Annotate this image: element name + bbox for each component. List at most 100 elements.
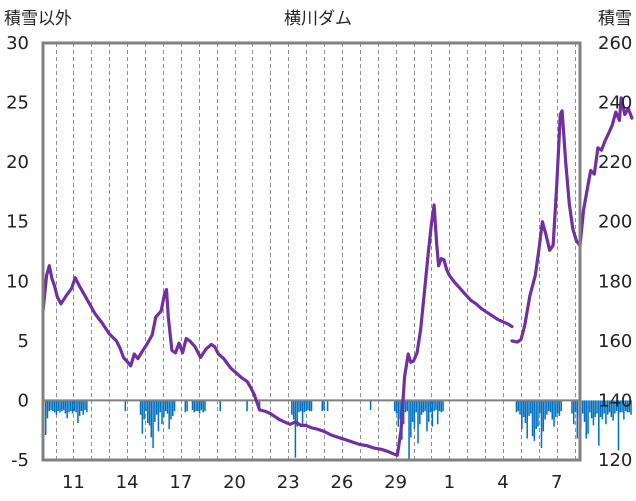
bar — [424, 400, 426, 412]
bar — [397, 400, 400, 427]
bar — [528, 400, 530, 416]
bar — [57, 400, 59, 412]
bar — [157, 400, 160, 432]
bar — [596, 400, 598, 414]
bar — [124, 400, 127, 412]
bar — [612, 400, 614, 421]
bar — [426, 400, 428, 432]
bar — [323, 400, 325, 410]
left-tick-label: 20 — [6, 152, 29, 173]
bar — [538, 400, 541, 414]
bar — [154, 400, 156, 422]
bar — [73, 400, 76, 412]
bar — [519, 400, 521, 415]
bar — [202, 400, 204, 413]
bar — [438, 400, 441, 412]
bar — [198, 400, 201, 414]
bar — [436, 400, 439, 425]
bar — [148, 400, 151, 426]
right-tick-label: 180 — [598, 271, 632, 292]
bar — [155, 400, 158, 415]
left-tick-label: 15 — [6, 212, 29, 233]
bar — [442, 400, 444, 412]
bar — [86, 400, 88, 413]
bar — [204, 400, 206, 412]
bar — [246, 400, 248, 412]
x-tick-label: 17 — [169, 472, 192, 493]
bar — [393, 400, 396, 412]
bar — [614, 400, 616, 414]
bar — [576, 400, 579, 439]
bar — [601, 400, 604, 420]
bar — [537, 400, 539, 427]
right-tick-label: 140 — [598, 390, 632, 411]
bar — [571, 400, 573, 414]
bar — [530, 400, 532, 414]
bar — [166, 400, 169, 414]
bar — [141, 400, 144, 434]
bar — [521, 400, 523, 430]
bar — [53, 400, 56, 413]
bar — [296, 400, 298, 427]
bar — [369, 400, 372, 410]
bar — [546, 400, 548, 415]
bar — [305, 400, 307, 412]
bar — [310, 400, 313, 412]
bar — [77, 400, 79, 424]
bar — [146, 400, 149, 424]
bar — [549, 400, 552, 413]
bar — [589, 400, 591, 413]
left-tick-label: 30 — [6, 33, 29, 54]
bar — [599, 400, 602, 418]
bar — [435, 400, 437, 410]
bar — [630, 400, 632, 415]
bar — [551, 400, 554, 420]
bar — [526, 400, 528, 439]
bar — [78, 400, 81, 416]
bar — [321, 400, 323, 412]
bars-layer — [44, 400, 632, 459]
bar — [556, 400, 559, 414]
bar — [71, 400, 74, 414]
bar — [298, 400, 300, 413]
bar — [173, 400, 176, 412]
bar — [624, 400, 627, 412]
x-tick-label: 1 — [444, 472, 455, 493]
bar — [583, 400, 586, 422]
left-axis-label: 積雪以外 — [4, 9, 72, 29]
bar — [540, 400, 543, 449]
bar — [535, 400, 537, 430]
bar — [161, 400, 163, 425]
bar — [292, 400, 295, 420]
bar — [139, 400, 142, 415]
bar — [558, 400, 561, 416]
bar — [594, 400, 596, 418]
bar — [163, 400, 165, 418]
bar — [581, 400, 584, 414]
bar — [615, 400, 618, 412]
bar — [195, 400, 197, 412]
bar — [55, 400, 58, 415]
bar — [50, 400, 52, 410]
bar — [150, 400, 153, 438]
right-tick-label: 200 — [598, 212, 632, 233]
bar — [406, 400, 409, 412]
x-tick-label: 29 — [384, 472, 407, 493]
bar — [82, 400, 85, 415]
right-tick-label: 260 — [598, 33, 632, 54]
frame-layer — [41, 41, 582, 462]
x-tick-label: 14 — [116, 472, 139, 493]
bar — [184, 400, 187, 413]
right-tick-label: 120 — [598, 450, 632, 471]
right-axis-label: 積雪 — [598, 9, 632, 29]
bar — [440, 400, 443, 413]
x-tick-label: 7 — [551, 472, 562, 493]
x-tick-label: 4 — [497, 472, 508, 493]
bar — [515, 400, 518, 413]
bar — [415, 400, 417, 413]
bar — [44, 400, 47, 435]
bar — [555, 400, 557, 418]
bar — [307, 400, 309, 410]
